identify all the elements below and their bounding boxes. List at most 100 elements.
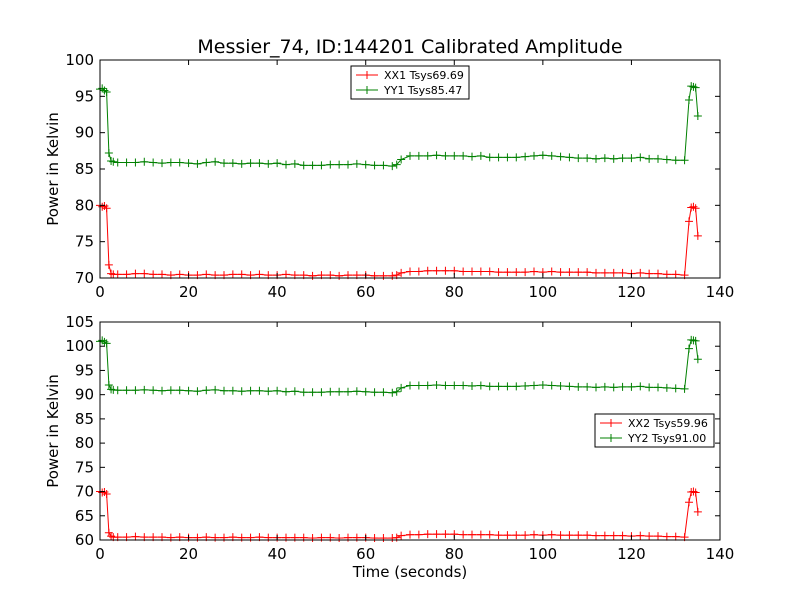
data-point	[654, 532, 662, 541]
data-point	[131, 532, 140, 541]
data-point	[662, 270, 671, 279]
series-yy2	[96, 335, 702, 397]
data-point	[308, 161, 317, 170]
data-point	[671, 532, 680, 541]
data-point	[98, 202, 107, 211]
data-point	[693, 355, 702, 364]
data-point	[131, 269, 140, 278]
legend-entry: YY2 Tsys91.00	[600, 432, 706, 445]
data-point	[538, 380, 547, 389]
data-point	[671, 156, 680, 165]
data-point	[680, 156, 689, 165]
data-point	[503, 268, 512, 277]
data-point	[645, 532, 654, 541]
data-point	[521, 531, 530, 540]
data-point	[494, 153, 503, 162]
data-point	[102, 339, 111, 348]
legend-box	[594, 413, 715, 448]
data-point	[317, 161, 326, 170]
data-point	[574, 382, 583, 391]
data-point	[476, 381, 485, 390]
data-point	[654, 269, 662, 278]
data-point	[202, 270, 211, 279]
data-point	[530, 267, 538, 276]
y-tick-label: 75	[75, 233, 94, 251]
legend-entry: XX2 Tsys59.96	[600, 417, 708, 430]
data-point	[512, 531, 521, 540]
legend-label: XX2 Tsys59.96	[628, 417, 708, 430]
data-point	[636, 153, 645, 162]
data-point	[107, 269, 116, 278]
data-point	[450, 151, 459, 160]
data-point	[476, 151, 485, 160]
x-tick-label: 120	[617, 545, 646, 563]
legend-label: YY1 Tsys85.47	[383, 84, 462, 97]
data-point	[308, 534, 317, 543]
data-point	[184, 386, 193, 395]
data-point	[485, 530, 494, 539]
plot-frame	[99, 321, 721, 541]
data-point	[102, 489, 111, 498]
y-tick-label: 90	[75, 124, 94, 142]
series-line	[99, 339, 699, 394]
data-point	[645, 154, 654, 163]
data-point	[609, 531, 618, 540]
x-tick-label: 20	[179, 545, 198, 563]
data-point	[388, 162, 397, 171]
data-point	[459, 151, 468, 160]
data-point	[671, 270, 680, 279]
data-point	[468, 152, 476, 161]
data-point	[175, 270, 184, 279]
data-point	[158, 159, 166, 168]
chart-title: Messier_74, ID:144201 Calibrated Amplitu…	[197, 36, 622, 58]
data-point	[592, 268, 600, 277]
data-point	[131, 386, 140, 395]
legend-entry: YY1 Tsys85.47	[356, 84, 462, 97]
data-point	[388, 271, 397, 280]
data-point	[432, 530, 441, 539]
data-point	[102, 87, 111, 96]
data-point	[308, 388, 317, 397]
y-tick-label: 75	[75, 458, 94, 476]
data-point	[645, 383, 654, 392]
data-point	[370, 388, 379, 397]
data-point	[397, 268, 406, 277]
x-tick-label: 100	[529, 283, 558, 301]
data-point	[662, 155, 671, 164]
y-tick-label: 90	[75, 386, 94, 404]
data-point	[441, 266, 450, 275]
data-point	[264, 387, 273, 396]
x-tick-label: 120	[617, 283, 646, 301]
y-tick-label: 100	[65, 337, 94, 355]
data-point	[344, 387, 352, 396]
y-tick-label: 100	[65, 51, 94, 69]
data-point	[432, 151, 441, 160]
y-tick-label: 95	[75, 87, 94, 105]
data-point	[406, 151, 414, 160]
data-point	[627, 382, 636, 391]
data-point	[406, 267, 414, 276]
data-point	[237, 159, 246, 168]
data-point	[308, 271, 317, 280]
data-point	[685, 95, 693, 104]
x-tick-label: 60	[356, 545, 375, 563]
data-point	[299, 161, 308, 170]
data-point	[645, 269, 654, 278]
data-point	[166, 158, 175, 167]
data-point	[432, 266, 441, 275]
x-tick-label: 0	[95, 283, 105, 301]
data-point	[184, 159, 193, 168]
legend-label: YY2 Tsys91.00	[627, 432, 706, 445]
data-point	[290, 159, 299, 168]
data-point	[494, 268, 503, 277]
data-point	[468, 381, 476, 390]
data-point	[370, 271, 379, 280]
data-point	[503, 531, 512, 540]
data-point	[468, 267, 476, 276]
data-point	[193, 159, 202, 168]
data-point	[379, 534, 388, 543]
data-point	[583, 154, 592, 163]
data-point	[574, 154, 583, 163]
data-point	[618, 531, 627, 540]
data-point	[282, 270, 290, 279]
